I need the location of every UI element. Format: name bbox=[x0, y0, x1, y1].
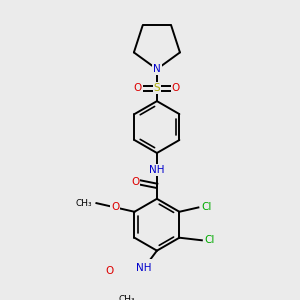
Text: CH₃: CH₃ bbox=[76, 199, 92, 208]
Text: O: O bbox=[172, 83, 180, 93]
Text: O: O bbox=[134, 83, 142, 93]
Text: NH: NH bbox=[136, 263, 152, 273]
Text: S: S bbox=[154, 83, 160, 93]
Text: Cl: Cl bbox=[201, 202, 211, 212]
Text: Cl: Cl bbox=[204, 235, 215, 245]
Text: O: O bbox=[131, 176, 140, 187]
Text: N: N bbox=[153, 64, 161, 74]
Text: O: O bbox=[105, 266, 113, 275]
Text: O: O bbox=[111, 202, 120, 212]
Text: NH: NH bbox=[149, 165, 165, 175]
Text: CH₃: CH₃ bbox=[118, 296, 135, 300]
